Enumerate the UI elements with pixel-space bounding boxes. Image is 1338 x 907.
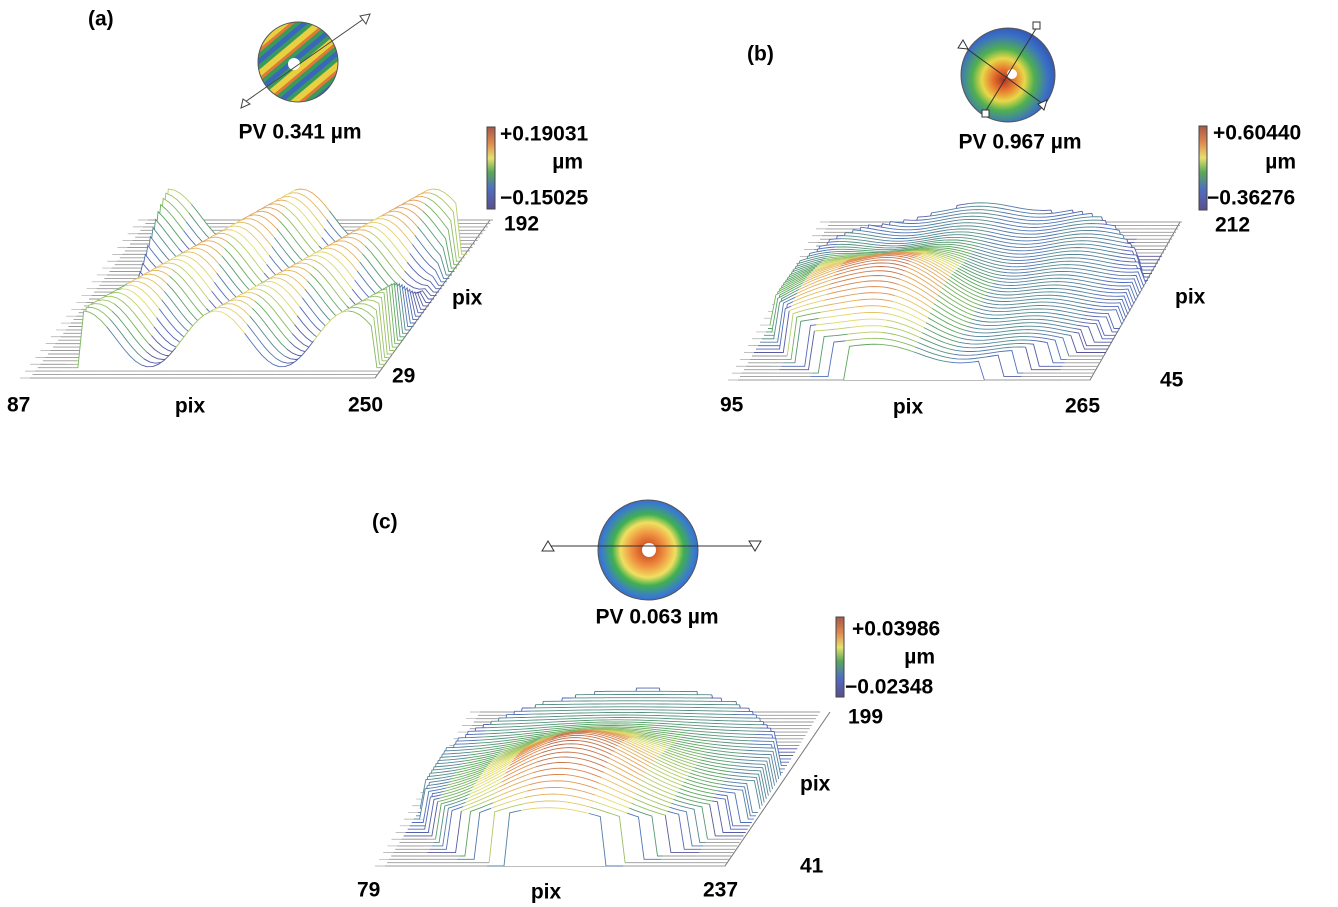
- y-axis-start: 45: [1160, 369, 1184, 392]
- x-axis-title: pix: [531, 881, 562, 904]
- pv-value: PV 0.341 µm: [238, 121, 361, 144]
- colorbar-min: −0.15025: [500, 187, 588, 210]
- colorbar: [836, 617, 844, 697]
- panel-a: (a) PV 0.341 µm +0.19031 µm −0.15025 192…: [7, 8, 588, 418]
- slice-line: [702, 711, 736, 712]
- y-axis-end: 199: [848, 706, 883, 729]
- section-marker: [982, 110, 989, 117]
- colorbar-max: +0.19031: [500, 123, 588, 146]
- pv-value: PV 0.967 µm: [958, 131, 1081, 154]
- pv-value: PV 0.063 µm: [595, 606, 718, 629]
- slice-line: [670, 707, 704, 708]
- x-axis-start: 95: [720, 394, 744, 417]
- colorbar: [1199, 126, 1207, 210]
- y-axis-end: 192: [504, 213, 539, 236]
- x-axis-end: 265: [1065, 395, 1100, 418]
- y-axis-title: pix: [1175, 286, 1206, 309]
- slice-line: [591, 720, 625, 721]
- slice-line: [568, 707, 602, 708]
- slice-line: [631, 712, 665, 713]
- x-axis-title: pix: [175, 395, 206, 418]
- slice-line: [534, 707, 568, 708]
- y-axis-start: 41: [800, 855, 824, 878]
- phase-map-hole: [642, 543, 656, 557]
- slice-line: [566, 710, 600, 711]
- panel-b: (b) PV 0.967 µm +0.60440 µm −0.36276 212…: [720, 22, 1301, 419]
- colorbar: [487, 127, 495, 209]
- y-axis-title: pix: [800, 773, 831, 796]
- surface-plot: [728, 203, 1182, 380]
- surface-plot: [375, 688, 830, 866]
- y-axis-title: pix: [452, 287, 483, 310]
- y-axis-start: 29: [392, 365, 415, 388]
- section-marker: [1033, 22, 1040, 29]
- figure: (a) PV 0.341 µm +0.19031 µm −0.15025 192…: [0, 0, 1338, 907]
- colorbar-unit: µm: [1265, 151, 1296, 174]
- panel-c: (c) PV 0.063 µm +0.03986 µm −0.02348 199…: [357, 500, 940, 904]
- panel-label: (c): [372, 511, 398, 534]
- x-axis-end: 237: [703, 879, 738, 902]
- colorbar-unit: µm: [904, 646, 935, 669]
- colorbar-unit: µm: [552, 151, 583, 174]
- x-axis-start: 87: [7, 394, 30, 417]
- colorbar-min: −0.36276: [1207, 187, 1295, 210]
- x-axis-title: pix: [893, 396, 924, 419]
- colorbar-max: +0.03986: [852, 618, 940, 641]
- y-axis-end: 212: [1215, 214, 1250, 237]
- panel-label: (a): [88, 8, 114, 31]
- colorbar-min: −0.02348: [845, 676, 933, 699]
- colorbar-max: +0.60440: [1213, 122, 1301, 145]
- x-axis-end: 250: [348, 394, 383, 417]
- slice-line: [704, 708, 738, 709]
- surface-plot: [20, 189, 493, 378]
- x-axis-start: 79: [357, 879, 380, 902]
- panel-label: (b): [747, 43, 774, 66]
- slice-line: [668, 710, 702, 711]
